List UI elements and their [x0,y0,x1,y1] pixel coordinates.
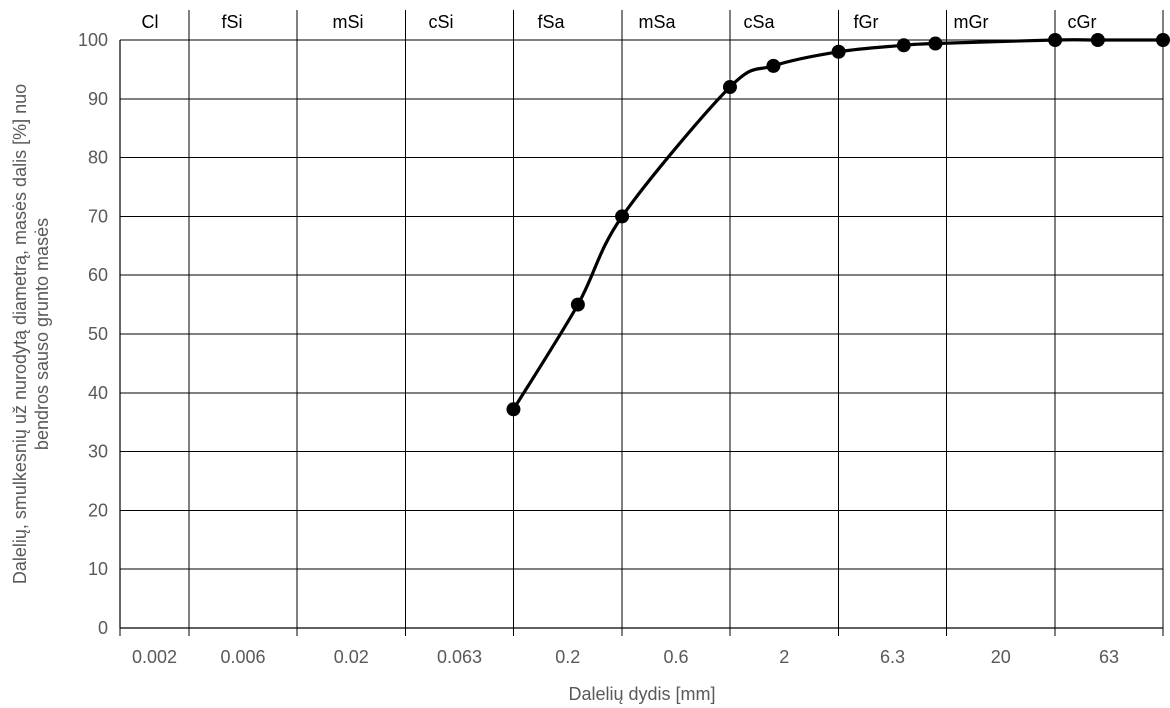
data-point [1156,33,1170,47]
x-tick-label: 0.002 [132,647,177,667]
soil-class-label: fSi [221,12,242,32]
data-point [615,209,630,224]
data-point [831,44,846,59]
soil-class-label: cSi [428,12,453,32]
y-tick-labels: 0 10 20 30 40 50 60 70 80 90 100 [78,30,108,638]
y-tick-label: 70 [88,206,108,226]
y-tick-label: 60 [88,265,108,285]
soil-class-labels: Cl fSi mSi cSi fSa mSa cSa fGr mGr cGr [142,12,1097,32]
data-point [896,38,911,53]
x-tick-label: 63 [1099,647,1119,667]
soil-class-label: mGr [954,12,989,32]
x-tick-labels: 0.002 0.006 0.02 0.063 0.2 0.6 2 6.3 20 63 [132,647,1119,667]
data-point [928,36,943,51]
x-axis-title: Dalelių dydis [mm] [568,684,715,704]
y-tick-label: 30 [88,442,108,462]
x-tick-label: 0.063 [437,647,482,667]
data-point [1048,33,1063,47]
x-tick-label: 2 [779,647,789,667]
series-layer [506,33,1170,417]
y-axis-title-line-2: bendros sauso grunto masės [32,218,52,450]
y-tick-label: 50 [88,324,108,344]
soil-class-label: fGr [854,12,879,32]
x-tick-label: 0.006 [220,647,265,667]
data-point [722,80,737,95]
x-tick-label: 0.6 [664,647,689,667]
y-axis-title-line-1: Dalelių, smulkesnių už nurodytą diametrą… [10,84,30,584]
soil-class-label: cSa [743,12,775,32]
soil-class-label: fSa [537,12,565,32]
data-point [1090,33,1105,47]
soil-class-label: mSi [333,12,364,32]
x-tick-label: 6.3 [880,647,905,667]
y-tick-label: 100 [78,30,108,50]
x-tick-label: 0.2 [555,647,580,667]
y-tick-label: 0 [98,618,108,638]
x-tick-label: 0.02 [334,647,369,667]
data-point [506,402,521,417]
y-tick-label: 80 [88,148,108,168]
x-tick-label: 20 [991,647,1011,667]
data-point [570,297,585,312]
soil-class-label: mSa [638,12,676,32]
soil-class-label: cGr [1068,12,1097,32]
y-tick-label: 90 [88,89,108,109]
soil-class-label: Cl [142,12,159,32]
y-tick-label: 40 [88,383,108,403]
data-point [766,58,781,73]
y-tick-label: 10 [88,559,108,579]
y-tick-label: 20 [88,500,108,520]
grid [119,10,1164,636]
